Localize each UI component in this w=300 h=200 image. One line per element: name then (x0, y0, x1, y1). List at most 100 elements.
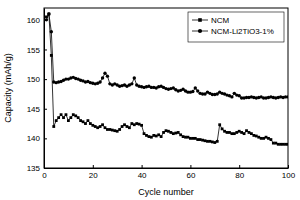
marker (252, 134, 255, 137)
plot-frame (44, 8, 288, 168)
marker (72, 113, 75, 116)
marker (65, 113, 68, 116)
marker (245, 129, 248, 132)
marker (221, 127, 224, 130)
tick-mark (190, 165, 191, 168)
marker (116, 130, 119, 133)
legend-marker (198, 18, 202, 22)
marker (140, 124, 143, 127)
marker (191, 137, 194, 140)
plot: 0 20 40 60 80 100 135140145150155160 NCM NCM-Li2… (27, 8, 296, 180)
marker (257, 136, 260, 139)
marker (182, 135, 185, 138)
marker (287, 143, 288, 146)
marker (130, 82, 133, 85)
marker (143, 132, 146, 135)
marker (199, 138, 202, 141)
marker (135, 122, 138, 125)
marker (187, 136, 190, 139)
tick-mark (239, 165, 240, 168)
tick: 20 (89, 165, 98, 180)
x-axis: 0 20 40 60 80 100 (42, 165, 295, 180)
marker (250, 132, 253, 135)
marker (96, 126, 99, 129)
marker (260, 137, 263, 140)
marker (47, 13, 50, 16)
marker (194, 86, 197, 89)
marker (177, 131, 180, 134)
axis-line (45, 168, 289, 169)
tick-label: 155 (27, 46, 41, 55)
tick-label: 100 (282, 171, 296, 180)
tick-mark (44, 49, 47, 50)
tick-label: 80 (235, 171, 244, 180)
marker (69, 116, 72, 119)
marker (235, 131, 238, 134)
tick: 100 (282, 165, 296, 180)
marker (270, 138, 273, 141)
marker (101, 123, 104, 126)
y-axis: 135140145150155160 (27, 9, 47, 174)
marker (230, 132, 233, 135)
marker (94, 125, 97, 128)
marker (213, 141, 216, 144)
tick: 40 (138, 165, 147, 180)
marker (57, 116, 60, 119)
marker (223, 130, 226, 133)
marker (248, 131, 251, 134)
marker (62, 116, 65, 119)
marker (238, 94, 241, 97)
tick: 135 (27, 164, 47, 173)
marker (111, 129, 114, 132)
series-line (46, 14, 288, 144)
marker (184, 136, 187, 139)
marker (267, 137, 270, 140)
legend-marker (198, 29, 202, 33)
marker (189, 137, 192, 140)
marker (138, 123, 141, 126)
marker (101, 76, 104, 79)
x-axis-title: Cycle number (138, 187, 194, 197)
tick-mark (44, 138, 47, 139)
marker (47, 12, 50, 15)
marker (162, 131, 165, 134)
tick-mark (44, 168, 47, 169)
marker (145, 134, 148, 137)
axis-line (44, 9, 45, 169)
tick: 60 (186, 165, 195, 180)
marker (99, 125, 102, 128)
marker (98, 80, 101, 83)
marker (218, 123, 221, 126)
marker (150, 136, 153, 139)
marker (91, 124, 94, 127)
marks (45, 12, 288, 145)
tick-label: 0 (42, 171, 47, 180)
legend-label: NCM-Li2TiO3-1% (211, 27, 274, 36)
marker (121, 125, 124, 128)
legend-label: NCM (211, 16, 230, 25)
marker (233, 132, 236, 135)
marker (123, 123, 126, 126)
marker (148, 135, 151, 138)
series-line (46, 14, 288, 98)
marker (196, 138, 199, 141)
marker (118, 128, 121, 131)
marker (216, 140, 219, 143)
marker (87, 119, 90, 122)
marker (196, 89, 199, 92)
marker (226, 131, 229, 134)
marker (106, 128, 109, 131)
marker (67, 119, 70, 122)
marker (165, 129, 168, 132)
marker (152, 134, 155, 137)
marker (74, 114, 77, 117)
marker (240, 131, 243, 134)
marker (272, 142, 275, 145)
marker (191, 90, 194, 93)
marker (209, 140, 212, 143)
marker (228, 131, 231, 134)
chart: 0 20 40 60 80 100 135140145150155160 NCM NCM-Li2… (0, 0, 300, 200)
marker (286, 95, 288, 98)
tick-mark (288, 165, 289, 168)
marker (128, 126, 131, 129)
